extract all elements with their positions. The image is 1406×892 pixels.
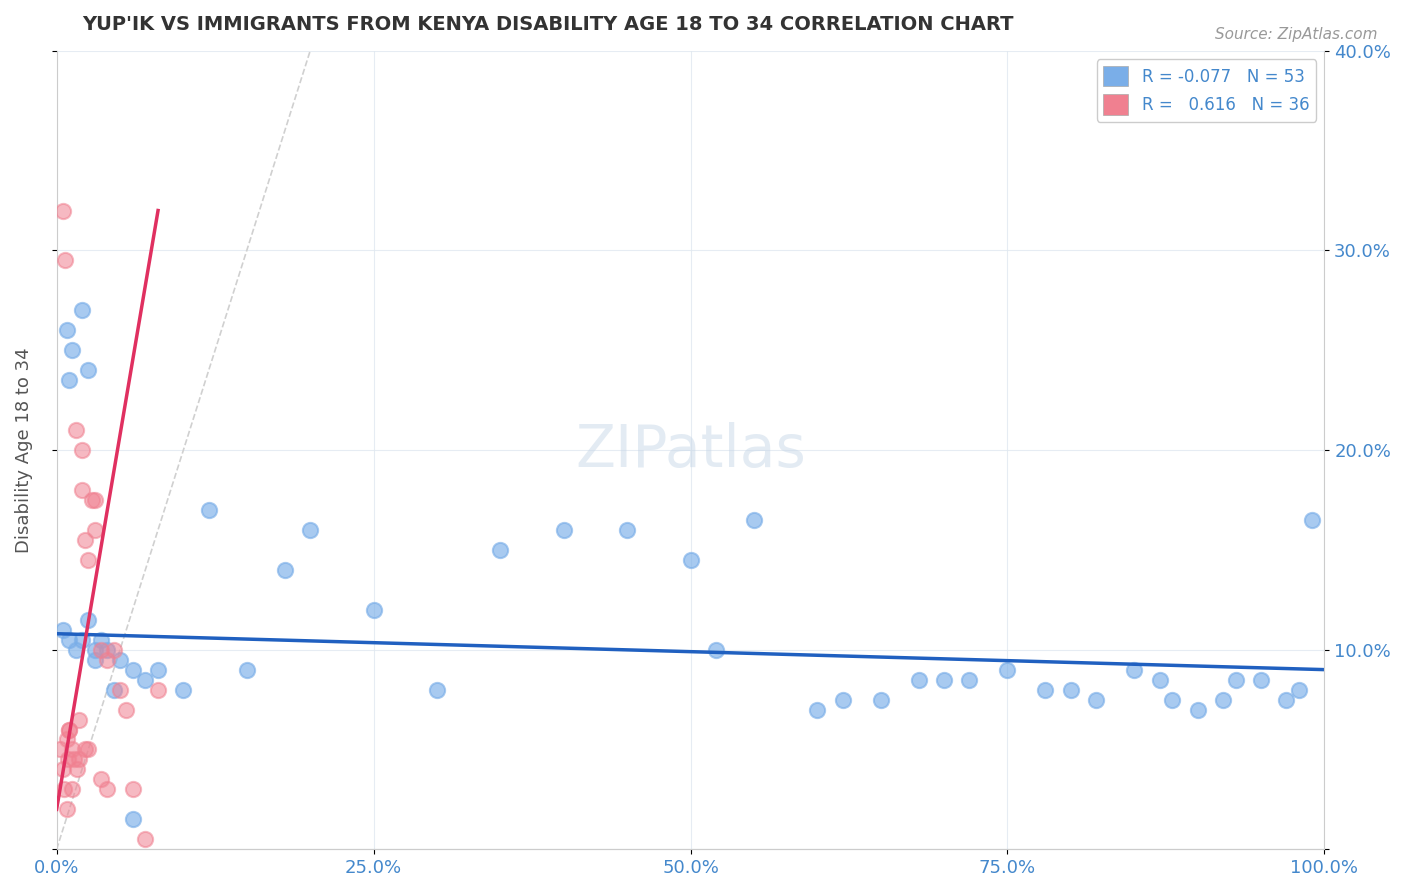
Point xyxy=(146,663,169,677)
Point xyxy=(299,523,322,537)
Y-axis label: Disability Age 18 to 34: Disability Age 18 to 34 xyxy=(15,347,32,553)
Point xyxy=(1212,692,1234,706)
Point xyxy=(1225,673,1247,687)
Point xyxy=(1035,682,1057,697)
Point xyxy=(907,673,929,687)
Point xyxy=(90,772,112,787)
Point xyxy=(103,642,125,657)
Point xyxy=(274,563,297,577)
Point xyxy=(363,603,385,617)
Point xyxy=(55,253,77,268)
Point xyxy=(58,632,80,647)
Point xyxy=(66,763,89,777)
Point xyxy=(96,782,118,797)
Point xyxy=(1250,673,1272,687)
Point xyxy=(83,523,105,537)
Point xyxy=(121,813,143,827)
Point xyxy=(70,483,93,497)
Point xyxy=(236,663,259,677)
Point xyxy=(172,682,194,697)
Point xyxy=(53,782,76,797)
Point xyxy=(67,752,90,766)
Point xyxy=(55,802,77,816)
Text: ZIPatlas: ZIPatlas xyxy=(575,422,806,478)
Point xyxy=(90,632,112,647)
Point xyxy=(77,613,100,627)
Legend: R = -0.077   N = 53, R =   0.616   N = 36: R = -0.077 N = 53, R = 0.616 N = 36 xyxy=(1097,59,1316,121)
Point xyxy=(60,742,83,756)
Point xyxy=(997,663,1019,677)
Point xyxy=(679,553,702,567)
Point xyxy=(1161,692,1184,706)
Point xyxy=(77,742,100,756)
Point xyxy=(70,303,93,318)
Point xyxy=(1123,663,1146,677)
Point xyxy=(742,513,765,527)
Point xyxy=(1149,673,1171,687)
Point xyxy=(70,632,93,647)
Point xyxy=(121,663,143,677)
Point xyxy=(49,742,72,756)
Point xyxy=(1288,682,1310,697)
Point xyxy=(1301,513,1323,527)
Point xyxy=(869,692,891,706)
Point xyxy=(96,642,118,657)
Point xyxy=(197,503,219,517)
Point xyxy=(82,492,104,507)
Point xyxy=(83,642,105,657)
Point xyxy=(1275,692,1298,706)
Point xyxy=(58,723,80,737)
Point xyxy=(553,523,575,537)
Point xyxy=(90,642,112,657)
Text: YUP'IK VS IMMIGRANTS FROM KENYA DISABILITY AGE 18 TO 34 CORRELATION CHART: YUP'IK VS IMMIGRANTS FROM KENYA DISABILI… xyxy=(82,15,1014,34)
Point xyxy=(58,723,80,737)
Point xyxy=(108,653,131,667)
Point xyxy=(65,642,87,657)
Point xyxy=(957,673,980,687)
Point xyxy=(83,653,105,667)
Point xyxy=(63,752,86,766)
Point xyxy=(65,423,87,437)
Point xyxy=(932,673,955,687)
Point xyxy=(52,623,75,637)
Point xyxy=(134,832,156,847)
Point xyxy=(103,682,125,697)
Point xyxy=(831,692,853,706)
Point xyxy=(1187,702,1209,716)
Point xyxy=(806,702,828,716)
Point xyxy=(83,492,105,507)
Point xyxy=(1060,682,1083,697)
Point xyxy=(77,363,100,377)
Point xyxy=(108,682,131,697)
Point xyxy=(616,523,638,537)
Point xyxy=(489,542,512,557)
Point xyxy=(96,653,118,667)
Point xyxy=(60,782,83,797)
Point xyxy=(52,763,75,777)
Point xyxy=(70,443,93,458)
Point xyxy=(704,642,727,657)
Point xyxy=(67,713,90,727)
Point xyxy=(56,752,79,766)
Point xyxy=(60,343,83,358)
Point xyxy=(58,373,80,387)
Point xyxy=(146,682,169,697)
Point xyxy=(77,553,100,567)
Point xyxy=(52,203,75,218)
Point xyxy=(55,732,77,747)
Point xyxy=(134,673,156,687)
Point xyxy=(73,742,96,756)
Point xyxy=(73,533,96,547)
Point xyxy=(121,782,143,797)
Point xyxy=(55,323,77,337)
Text: Source: ZipAtlas.com: Source: ZipAtlas.com xyxy=(1215,27,1378,42)
Point xyxy=(426,682,449,697)
Point xyxy=(1085,692,1108,706)
Point xyxy=(115,702,138,716)
